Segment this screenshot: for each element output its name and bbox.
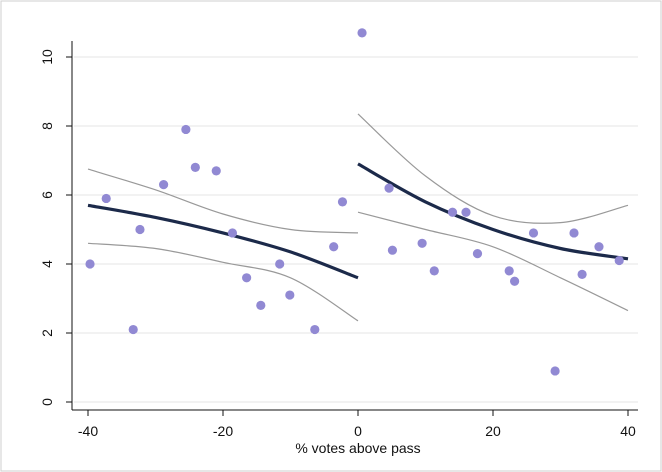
y-tick-label-2: 2 <box>39 329 55 337</box>
y-tick-label-10: 10 <box>39 49 55 65</box>
data-point <box>594 242 604 252</box>
data-point <box>387 245 398 255</box>
confidence-bands <box>87 113 629 322</box>
data-point <box>159 180 169 190</box>
y-tick-label-6: 6 <box>39 191 55 199</box>
data-point <box>384 183 394 193</box>
data-point <box>128 324 138 335</box>
fit-lines <box>87 162 629 280</box>
y-tick-label-0: 0 <box>39 398 55 406</box>
data-point <box>577 269 587 279</box>
data-point <box>256 300 266 310</box>
gridlines <box>74 56 638 403</box>
data-point <box>85 259 95 269</box>
ticks: 0 2 4 6 8 10 -40 -20 0 20 40 <box>39 49 636 439</box>
data-point <box>135 224 145 235</box>
data-point <box>310 324 320 335</box>
data-point <box>275 259 285 269</box>
ci-upper-left <box>87 168 359 234</box>
data-point <box>504 266 514 276</box>
ci-lower-left <box>87 242 359 322</box>
data-point <box>190 162 200 172</box>
data-point <box>417 238 427 248</box>
data-point <box>211 166 221 176</box>
data-point <box>509 276 520 286</box>
ci-lower-right <box>357 211 629 312</box>
x-tick-label--20: -20 <box>213 423 233 439</box>
data-point <box>357 28 367 38</box>
data-point <box>472 249 483 259</box>
y-tick-label-8: 8 <box>39 122 55 130</box>
data-point <box>461 207 471 217</box>
data-point <box>337 197 348 207</box>
data-point <box>447 207 458 217</box>
y-tick-label-4: 4 <box>39 260 55 268</box>
data-point <box>285 290 295 300</box>
x-tick-label-20: 20 <box>485 423 501 439</box>
data-point <box>429 266 439 276</box>
data-point <box>614 255 624 266</box>
data-point <box>101 193 111 204</box>
fit-line-right <box>357 162 629 261</box>
scatter-points <box>85 28 624 376</box>
fit-line-left <box>87 203 359 280</box>
x-axis-title: % votes above pass <box>295 440 420 456</box>
data-point <box>550 366 560 376</box>
data-point <box>227 228 238 238</box>
x-tick-label--40: -40 <box>78 423 98 439</box>
x-tick-label-0: 0 <box>354 423 362 439</box>
data-point <box>181 124 191 135</box>
ci-upper-right <box>357 113 629 224</box>
data-point <box>329 242 339 252</box>
axes <box>71 41 638 411</box>
data-point <box>242 273 252 283</box>
x-tick-label-40: 40 <box>620 423 636 439</box>
data-point <box>528 228 539 238</box>
data-point <box>569 228 579 238</box>
